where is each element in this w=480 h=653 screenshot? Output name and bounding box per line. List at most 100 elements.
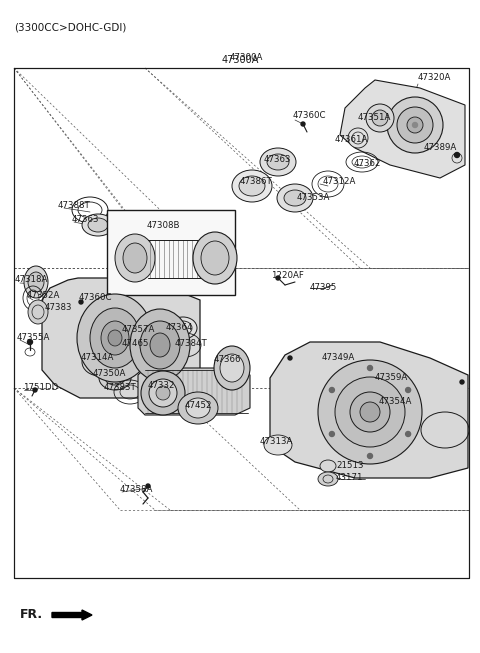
Ellipse shape	[126, 321, 154, 343]
Ellipse shape	[264, 435, 292, 455]
Circle shape	[146, 484, 150, 488]
Circle shape	[406, 387, 410, 392]
Circle shape	[276, 276, 280, 280]
Ellipse shape	[186, 398, 210, 418]
Ellipse shape	[214, 346, 250, 390]
Ellipse shape	[28, 300, 48, 324]
Ellipse shape	[387, 97, 443, 153]
Ellipse shape	[260, 148, 296, 176]
Text: 47314A: 47314A	[81, 353, 114, 362]
Text: FR.: FR.	[20, 609, 43, 622]
Ellipse shape	[130, 309, 190, 381]
Ellipse shape	[232, 170, 272, 202]
Text: 47361A: 47361A	[335, 136, 368, 144]
Bar	[107, 210, 235, 295]
Polygon shape	[42, 278, 200, 398]
Ellipse shape	[89, 354, 111, 370]
Circle shape	[460, 380, 464, 384]
Ellipse shape	[360, 402, 380, 422]
Text: 47354A: 47354A	[379, 398, 412, 407]
Ellipse shape	[77, 294, 153, 382]
Ellipse shape	[397, 107, 433, 143]
Ellipse shape	[82, 214, 114, 236]
Ellipse shape	[141, 371, 185, 415]
Text: 47352A: 47352A	[27, 291, 60, 300]
Ellipse shape	[318, 360, 422, 464]
Ellipse shape	[169, 317, 197, 339]
Ellipse shape	[201, 241, 229, 275]
Text: 21513: 21513	[336, 460, 363, 470]
Text: 47383T: 47383T	[104, 383, 137, 392]
Ellipse shape	[88, 218, 108, 232]
Ellipse shape	[372, 110, 388, 126]
Ellipse shape	[267, 154, 289, 170]
Circle shape	[329, 387, 335, 392]
Circle shape	[33, 388, 37, 392]
Text: 47300A: 47300A	[229, 54, 263, 63]
Ellipse shape	[149, 379, 177, 407]
Bar	[14, 68, 469, 578]
Text: 47363: 47363	[264, 155, 291, 165]
Polygon shape	[340, 80, 465, 178]
Text: 47395: 47395	[310, 283, 337, 293]
Ellipse shape	[407, 117, 423, 133]
Text: 1751DD: 1751DD	[23, 383, 58, 392]
Text: 47318A: 47318A	[15, 276, 48, 285]
Ellipse shape	[277, 184, 313, 212]
Ellipse shape	[239, 176, 265, 196]
Ellipse shape	[318, 472, 338, 486]
Ellipse shape	[350, 392, 390, 432]
Ellipse shape	[108, 330, 122, 346]
Text: 47351A: 47351A	[358, 114, 391, 123]
Ellipse shape	[178, 392, 218, 424]
Text: 47384T: 47384T	[175, 338, 208, 347]
Circle shape	[288, 356, 292, 360]
Ellipse shape	[101, 321, 129, 355]
Text: 47362: 47362	[354, 159, 382, 168]
Text: 47312A: 47312A	[323, 178, 356, 187]
Text: 47357A: 47357A	[122, 325, 156, 334]
Circle shape	[79, 300, 83, 304]
Text: 47364: 47364	[166, 323, 193, 332]
Circle shape	[368, 453, 372, 458]
Text: 47386T: 47386T	[240, 178, 273, 187]
Ellipse shape	[348, 128, 368, 148]
Ellipse shape	[28, 272, 44, 292]
Text: 47350A: 47350A	[93, 368, 126, 377]
Text: 47389A: 47389A	[424, 144, 457, 153]
Ellipse shape	[320, 460, 336, 472]
Ellipse shape	[150, 333, 170, 357]
Ellipse shape	[140, 321, 180, 369]
Text: 47332: 47332	[148, 381, 176, 389]
Circle shape	[455, 153, 459, 157]
Text: 47383: 47383	[45, 304, 72, 313]
Ellipse shape	[105, 371, 125, 385]
Ellipse shape	[82, 348, 118, 376]
Text: 47313A: 47313A	[260, 438, 293, 447]
Text: 47452: 47452	[185, 400, 213, 409]
Ellipse shape	[220, 354, 244, 382]
Text: 47300A: 47300A	[221, 55, 259, 65]
Text: 47465: 47465	[122, 340, 149, 349]
Text: 47388T: 47388T	[58, 200, 91, 210]
Circle shape	[27, 340, 33, 345]
Text: 47366: 47366	[214, 355, 241, 364]
Circle shape	[301, 122, 305, 126]
Ellipse shape	[131, 325, 149, 339]
Text: 47359A: 47359A	[375, 374, 408, 383]
Ellipse shape	[115, 234, 155, 282]
Text: (3300CC>DOHC-GDI): (3300CC>DOHC-GDI)	[14, 22, 126, 32]
Circle shape	[406, 432, 410, 436]
Polygon shape	[270, 342, 468, 478]
Ellipse shape	[123, 243, 147, 273]
Text: 1220AF: 1220AF	[271, 270, 304, 279]
Text: 47308B: 47308B	[147, 221, 180, 229]
Polygon shape	[138, 368, 250, 415]
Ellipse shape	[90, 308, 140, 368]
Text: 47360C: 47360C	[293, 110, 326, 119]
Ellipse shape	[335, 377, 405, 447]
Circle shape	[329, 432, 335, 436]
Text: 47320A: 47320A	[418, 74, 451, 82]
Text: 47360C: 47360C	[79, 293, 112, 302]
Circle shape	[412, 123, 418, 127]
